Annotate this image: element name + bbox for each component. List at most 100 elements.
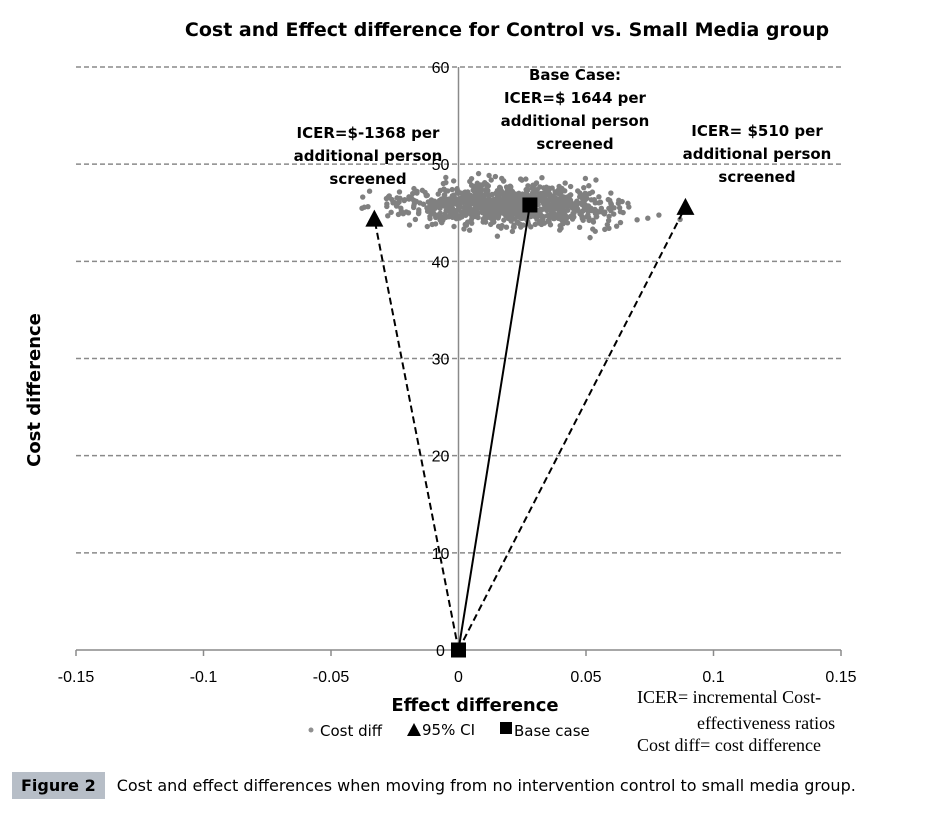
x-tick-label: -0.05	[313, 669, 350, 686]
cost-diff-point	[552, 189, 558, 195]
cost-diff-point	[494, 187, 501, 194]
ci-line	[457, 206, 687, 651]
cost-diff-point	[406, 196, 412, 202]
cost-diff-point	[454, 190, 461, 196]
cost-diff-point	[478, 182, 484, 188]
y-tick-label: 50	[432, 157, 450, 174]
cost-diff-point	[551, 195, 557, 202]
cost-diff-point	[543, 184, 550, 190]
cost-diff-point	[539, 175, 545, 181]
cost-diff-point	[613, 223, 620, 229]
cost-diff-point	[516, 220, 522, 227]
cost-diff-point	[590, 219, 597, 225]
cost-diff-point	[567, 183, 574, 190]
cost-diff-point	[511, 222, 517, 228]
ci-triangle	[676, 197, 695, 215]
cost-diff-point	[580, 195, 586, 202]
cost-diff-point	[516, 191, 522, 198]
cost-diff-point	[472, 197, 479, 204]
cost-diff-point	[549, 205, 555, 211]
cost-diff-point	[604, 221, 611, 228]
cost-diff-point	[366, 188, 373, 194]
cost-diff-point	[365, 203, 371, 210]
cost-diff-point	[414, 189, 420, 195]
markers	[365, 197, 695, 658]
y-tick-label: 30	[432, 352, 450, 369]
cost-diff-point	[477, 189, 483, 195]
ci-line	[373, 218, 460, 651]
cost-diff-point	[409, 190, 416, 197]
legend-square-icon	[500, 722, 512, 734]
cost-diff-point	[534, 216, 540, 222]
y-tick-label: 20	[432, 449, 450, 466]
cost-diff-point	[605, 217, 612, 224]
cost-diff-point	[584, 214, 590, 220]
cost-diff-point	[410, 197, 417, 203]
cost-diff-point	[585, 208, 591, 214]
cost-diff-point	[560, 221, 566, 227]
cost-diff-point	[523, 189, 530, 196]
cost-diff-point	[430, 205, 437, 211]
cost-diff-point	[580, 208, 586, 214]
cost-diff-point	[500, 205, 506, 211]
cost-diff-point	[475, 214, 481, 221]
annotation-text: additional person	[501, 112, 650, 130]
cost-diff-point	[508, 189, 514, 195]
cost-diff-point	[557, 198, 564, 205]
cost-diff-point	[457, 195, 464, 201]
cost-diff-point	[565, 207, 571, 213]
cost-diff-point	[466, 227, 473, 233]
cost-diff-point	[460, 211, 466, 218]
annotation-text: ICER=$ 1644 per	[504, 89, 646, 107]
cost-diff-point	[447, 196, 453, 202]
cost-diff-point	[435, 191, 441, 197]
cost-diff-point	[500, 178, 507, 184]
scatter-chart: Cost and Effect difference for Control v…	[24, 19, 857, 755]
cost-diff-point	[556, 206, 563, 213]
cost-diff-point	[562, 200, 568, 206]
cost-diff-point	[569, 216, 576, 222]
cost-diff-point	[472, 205, 478, 212]
cost-diff-point	[450, 178, 457, 184]
cost-diff-point	[423, 192, 429, 199]
note-cost-diff: Cost diff= cost difference	[637, 735, 821, 755]
cost-diff-point	[462, 221, 468, 228]
annotations: ICER=$-1368 per additional person screened…	[294, 66, 832, 188]
cost-diff-point	[616, 197, 622, 204]
cost-diff-point	[505, 208, 511, 215]
cost-diff-point	[489, 191, 495, 198]
cost-diff-point	[482, 202, 488, 209]
cost-diff-point	[503, 224, 510, 230]
y-tick-label: 10	[432, 546, 450, 563]
cost-diff-point	[360, 194, 366, 200]
cost-diff-point	[461, 226, 467, 232]
cost-diff-point	[587, 234, 593, 241]
cost-diff-point	[503, 184, 510, 190]
cost-diff-point	[576, 224, 583, 231]
cost-diff-point	[494, 233, 501, 239]
cost-diff-point	[582, 175, 589, 182]
y-tick-label: 60	[432, 60, 450, 77]
figure-label: Figure 2	[12, 771, 105, 799]
cost-diff-point	[443, 174, 449, 181]
cost-diff-point	[427, 213, 433, 220]
cost-diff-point	[454, 207, 460, 213]
cost-diff-point	[425, 207, 432, 213]
y-tick-label: 40	[432, 254, 450, 271]
base-case-square	[451, 642, 466, 658]
cost-diff-point	[571, 210, 577, 216]
cost-diff-point	[625, 200, 631, 207]
x-tick-labels: -0.15 -0.1 -0.05 0 0.05 0.1 0.15	[58, 669, 857, 686]
note-icer-line2: effectiveness ratios	[697, 713, 835, 733]
cost-diff-point	[592, 200, 598, 206]
cost-diff-point	[489, 205, 496, 211]
note-icer-line1: ICER= incremental Cost-	[637, 687, 821, 707]
cost-diff-point	[497, 209, 503, 216]
cost-diff-point	[579, 215, 586, 222]
cost-diff-point	[520, 222, 526, 228]
cost-diff-point	[475, 170, 482, 177]
cost-diff-point	[554, 213, 561, 219]
cost-diff-point	[573, 201, 579, 208]
cost-diff-point	[384, 203, 390, 210]
cost-diff-point	[412, 216, 419, 223]
